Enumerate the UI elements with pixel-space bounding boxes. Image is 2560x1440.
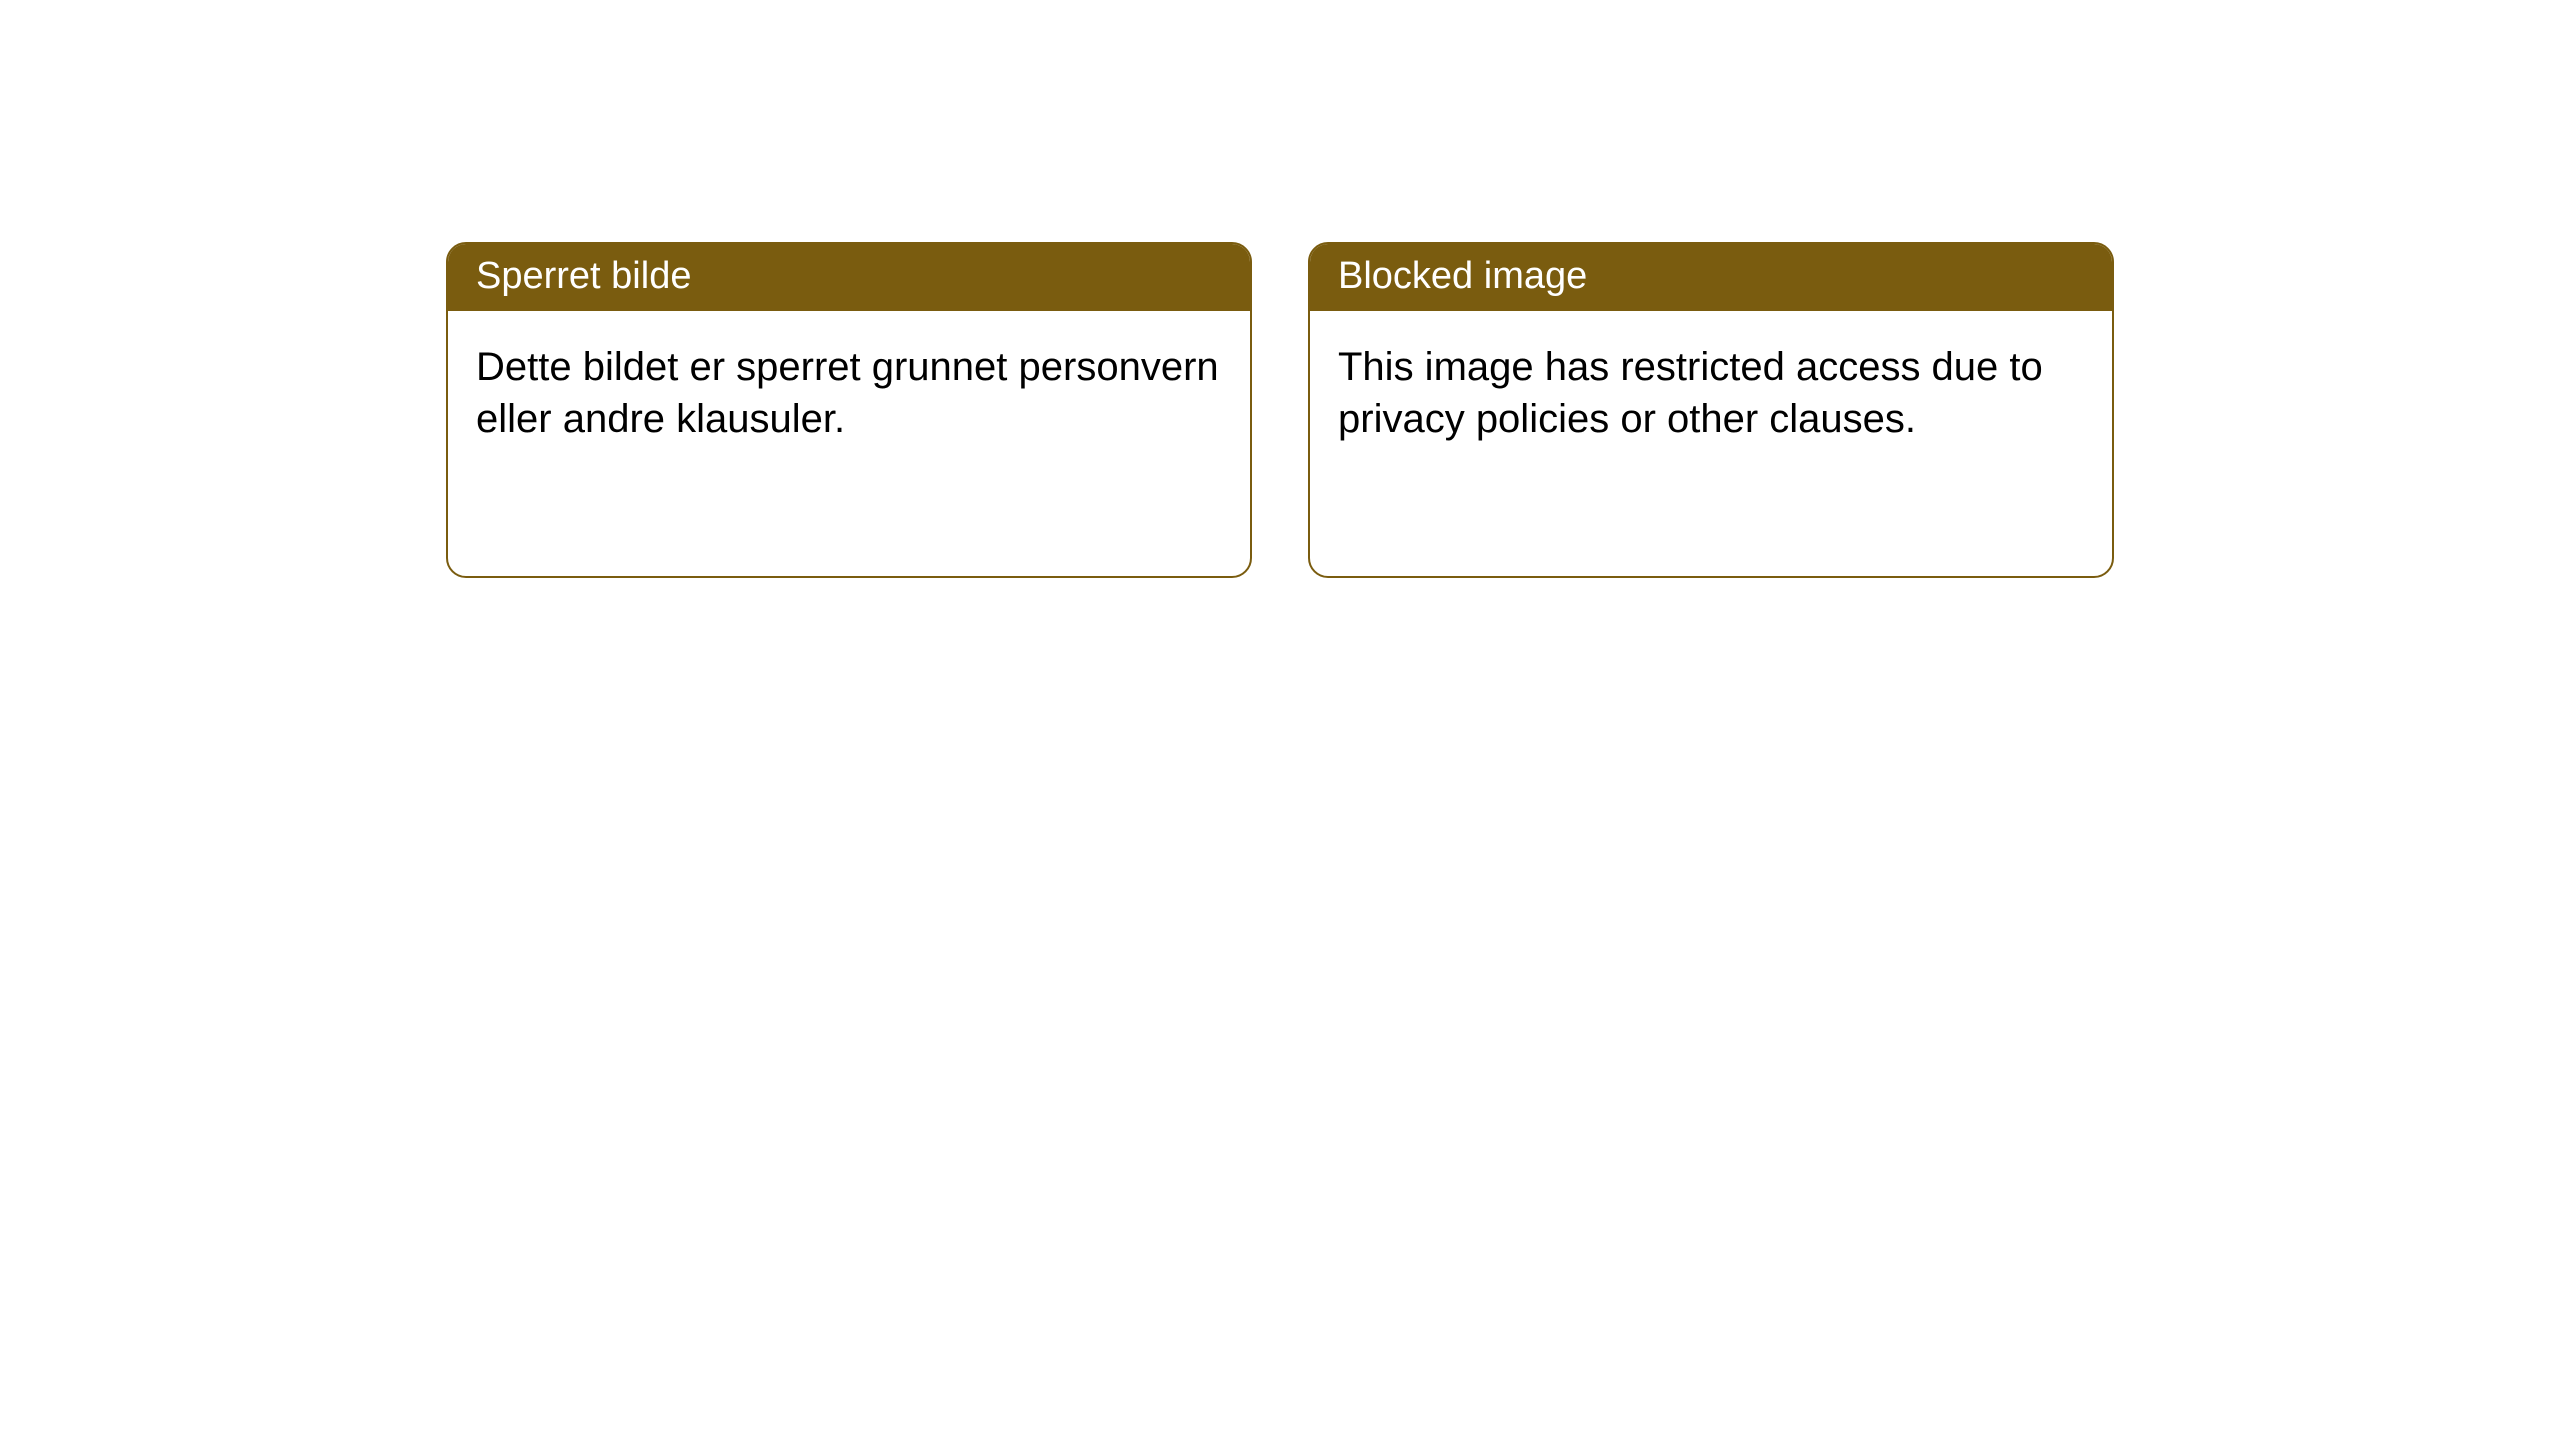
card-header-english: Blocked image	[1310, 244, 2112, 311]
notice-container: Sperret bilde Dette bildet er sperret gr…	[0, 0, 2560, 578]
card-body-english: This image has restricted access due to …	[1310, 311, 2112, 475]
notice-card-english: Blocked image This image has restricted …	[1308, 242, 2114, 578]
card-body-norwegian: Dette bildet er sperret grunnet personve…	[448, 311, 1250, 475]
notice-card-norwegian: Sperret bilde Dette bildet er sperret gr…	[446, 242, 1252, 578]
card-header-norwegian: Sperret bilde	[448, 244, 1250, 311]
